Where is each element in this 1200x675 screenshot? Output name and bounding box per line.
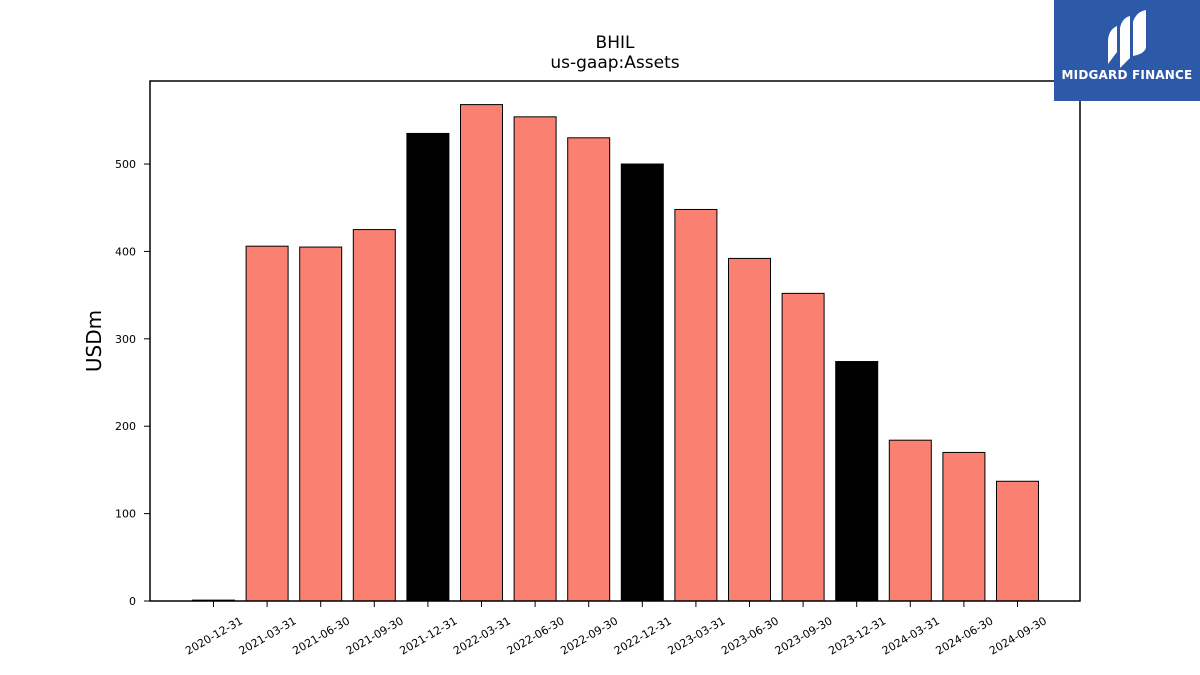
- chart-title: BHIL: [596, 33, 635, 53]
- bar-2021-03-31: [245, 245, 289, 602]
- logo-text: MIDGARD FINANCE: [1061, 68, 1193, 82]
- bar-2022-06-30: [513, 116, 557, 602]
- x-tick-label: 2022-03-31: [451, 614, 513, 657]
- x-tick-label: 2023-09-30: [773, 614, 835, 657]
- bar-2023-12-31: [835, 361, 879, 602]
- x-tick-label: 2021-03-31: [237, 614, 299, 657]
- bar-2023-09-30: [781, 292, 825, 602]
- bar-2022-09-30: [567, 137, 611, 602]
- y-tick-label: 300: [115, 333, 136, 346]
- x-tick-label: 2023-12-31: [826, 614, 888, 657]
- bars-group: [192, 104, 1039, 602]
- x-tick-label: 2021-09-30: [344, 614, 406, 657]
- y-tick-label: 0: [129, 595, 136, 608]
- x-tick-label: 2020-12-31: [183, 614, 245, 657]
- x-tick-label: 2021-06-30: [290, 614, 352, 657]
- bar-2024-03-31: [888, 439, 932, 602]
- chart-subtitle: us-gaap:Assets: [550, 53, 679, 73]
- x-tick-label: 2024-06-30: [934, 614, 996, 657]
- bar-2022-03-31: [460, 104, 503, 602]
- bar-2021-09-30: [352, 229, 396, 602]
- y-tick-label: 100: [115, 508, 136, 521]
- bar-2021-12-31: [406, 132, 450, 602]
- x-tick-label: 2022-06-30: [505, 614, 567, 657]
- x-axis-ticks: 2020-12-312021-03-312021-06-302021-09-30…: [183, 601, 1049, 658]
- y-axis-ticks: 0 100 200 300 400 500: [115, 158, 150, 608]
- x-tick-label: 2024-03-31: [880, 614, 942, 657]
- x-tick-label: 2024-09-30: [987, 614, 1049, 657]
- bar-2022-12-31: [620, 163, 664, 602]
- y-tick-label: 400: [115, 245, 136, 258]
- bar-2024-06-30: [942, 451, 986, 602]
- x-tick-label: 2022-09-30: [558, 614, 620, 657]
- x-tick-label: 2023-03-31: [666, 614, 728, 657]
- bar-2024-09-30: [996, 480, 1039, 602]
- x-tick-label: 2022-12-31: [612, 614, 674, 657]
- y-tick-label: 200: [115, 420, 136, 433]
- bar-2021-06-30: [299, 246, 343, 602]
- y-tick-label: 500: [115, 158, 136, 171]
- plot-frame: [149, 80, 1081, 602]
- midgard-finance-logo-icon: [1108, 10, 1146, 68]
- x-tick-label: 2021-12-31: [398, 614, 460, 657]
- y-axis-label: USDm: [82, 310, 106, 372]
- midgard-finance-logo: MIDGARD FINANCE: [1054, 0, 1200, 101]
- x-tick-label: 2023-06-30: [719, 614, 781, 657]
- bar-2023-03-31: [674, 208, 718, 602]
- bar-2023-06-30: [728, 257, 771, 602]
